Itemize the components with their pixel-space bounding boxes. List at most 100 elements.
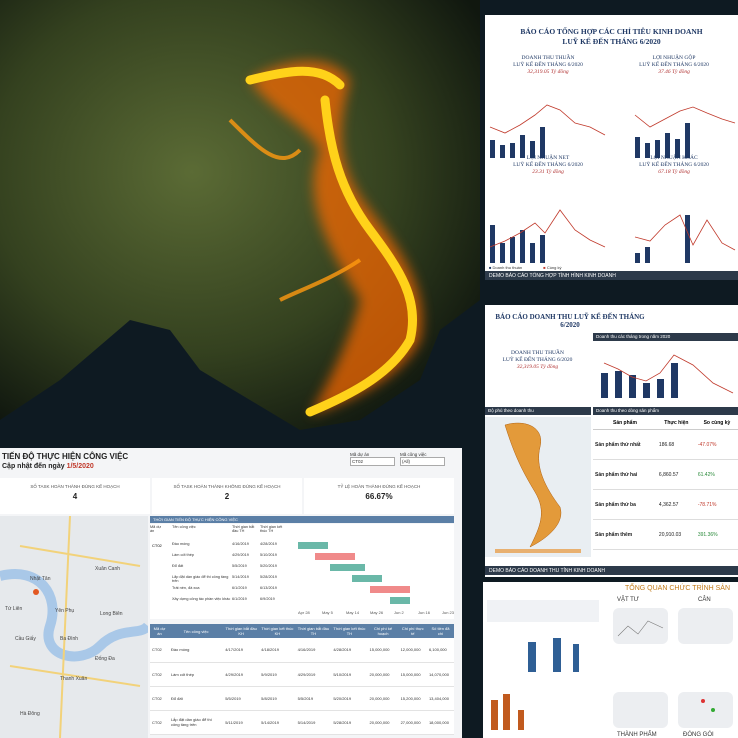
table-cell: 15,000,000: [367, 638, 399, 663]
kpi: LỢI NHUẬN GỘP LUỸ KẾ ĐẾN THÁNG 6/2020 37.4…: [611, 55, 737, 76]
table-cell: 5/28/2019: [331, 710, 368, 735]
kpi-label: DOANH THU THUẦN: [511, 350, 564, 356]
table-cell: -47.07%: [695, 429, 738, 460]
gantt-title: THỜI GIAN TIẾN ĐỘ THỰC HIỆN CÔNG VIỆC: [150, 516, 454, 523]
map-label: Long Biên: [100, 611, 123, 617]
kpi: LỢI NHUẬN NET LUỸ KẾ ĐẾN THÁNG 6/2020 23.3…: [485, 155, 611, 176]
updated-label: Cập nhật đến ngày: [2, 463, 65, 470]
kpi-label: LỢI NHUẬN NET: [526, 155, 570, 161]
header-row: Mã dự án Tên công việc Thời gian bắt đầu K…: [150, 624, 454, 638]
kpi-card: SỐ TASK HOÀN THÀNH ĐÚNG KẾ HOẠCH 4: [0, 478, 150, 514]
table-cell: Đào móng: [168, 638, 224, 663]
gantt-axis-label: May 14: [346, 610, 360, 615]
kpi-value: 67.18 Tỷ đồng: [658, 169, 690, 175]
kpi-period: LUỸ KẾ ĐẾN THÁNG 6/2020: [502, 357, 573, 363]
filter-value[interactable]: CT02: [350, 457, 395, 466]
gantt-cell: 5/5/2019: [232, 564, 247, 568]
kpi-label: TỶ LỆ HOÀN THÀNH ĐÚNG KẾ HOẠCH: [337, 484, 421, 489]
project-code: CT02: [152, 543, 162, 548]
summary-legend: ■ Doanh thu thuần ■ Cùng kỳ: [489, 265, 562, 270]
mini-dashboard: [483, 582, 603, 738]
gantt-header: Thời gian bắt đầu TH: [232, 525, 255, 533]
kpi-period: LUỸ KẾ ĐẾN THÁNG 6/2020: [639, 162, 709, 168]
table-cell: 20,000,000: [367, 710, 399, 735]
table-cell: CT02: [150, 638, 169, 663]
table-cell: 5/9/2019: [259, 662, 296, 687]
table-cell: 27,000,000: [398, 710, 427, 735]
table-cell: Sản phẩm thứ nhất: [593, 429, 657, 460]
table-cell: 20,000,000: [367, 686, 399, 711]
table-row: Sản phẩm thứ nhất 186.68 -47.07%: [593, 429, 738, 460]
table-cell: 4/18/2019: [259, 638, 296, 663]
table-title: Doanh thu theo dòng sản phẩm: [593, 407, 738, 415]
kpi-value: 32,319.05 Tỷ đồng: [516, 364, 559, 370]
gantt-cell: Xây dựng công tác phần việc khác: [172, 597, 231, 601]
detail-table: Mã dự án Tên công việc Thời gian bắt đầu K…: [150, 624, 454, 735]
kpi-value: 37.46 Tỷ đồng: [658, 69, 690, 75]
kpi-period: LUỸ KẾ ĐẾN THÁNG 6/2020: [639, 62, 709, 68]
table-row: CT02 Đổ đất 5/5/2019 5/8/2019 5/5/2019 5/20/2…: [150, 686, 454, 711]
legend-item: Cùng kỳ: [546, 265, 562, 270]
updated: Cập nhật đến ngày 1/5/2020: [2, 463, 94, 470]
kpi-value: 4: [72, 492, 78, 501]
section-label: ĐÓNG GÓI: [683, 732, 714, 738]
gantt-cell: Lắp đặt dàn giáo để thi công tầng trên: [172, 575, 229, 583]
table-cell: 186.68: [656, 429, 696, 460]
header-cell: So cùng kỳ: [695, 417, 738, 430]
table-cell: 4/29/2019: [295, 662, 332, 687]
gantt-axis-label: Jun 16: [418, 610, 431, 615]
product-table: Sản phẩm Thực hiện So cùng kỳ Sản phẩm thứ …: [593, 417, 738, 550]
table-cell: 20,000,000: [367, 662, 399, 687]
gantt-cell: 6/9/2019: [260, 597, 275, 601]
section-label: THÀNH PHẨM: [617, 732, 657, 738]
title: BÁO CÁO TỔNG HỢP CÁC CHỈ TIÊU KINH DOANH: [520, 27, 703, 36]
header-row: Sản phẩm Thực hiện So cùng kỳ: [593, 417, 738, 430]
kpi-label: LỢI NHUẬN GỘP: [652, 55, 696, 61]
gantt-cell: 4/28/2019: [260, 542, 277, 546]
table-cell: 20,910.03: [656, 519, 696, 550]
filter: Mã dự án CT02: [350, 452, 395, 466]
gantt-cell: 6/1/2019: [232, 597, 247, 601]
title: BÁO CÁO DOANH THU LUỸ KẾ ĐẾN THÁNG 6/202…: [495, 313, 645, 329]
revenue-chart: [601, 354, 734, 398]
header-cell: Chi phí thực tế: [401, 626, 424, 636]
table-cell: 12,000,000: [398, 638, 427, 663]
production-panel: TỔNG QUAN CHỨC TRÌNH SẢN VẬT TƯ CÂN THÀN…: [603, 582, 738, 738]
table-cell: Lắp đặt dàn giáo để thi công tầng trên: [168, 710, 224, 735]
table-cell: 5/14/2019: [259, 710, 296, 735]
filter-label: Mã dự án: [350, 452, 370, 457]
section-label: VẬT TƯ: [617, 597, 639, 603]
kpi-value: 66.67%: [365, 492, 393, 501]
kpi-label: SỐ TASK HOÀN THÀNH ĐÚNG KẾ HOẠCH: [30, 484, 120, 489]
header-cell: Thời gian kết thúc TH: [333, 626, 366, 636]
header-cell: Số tiền đã chi: [431, 626, 450, 636]
map-label: Thanh Xuân: [60, 676, 88, 682]
table-cell: 5/10/2019: [331, 662, 368, 687]
map-label: Hà Đông: [20, 711, 40, 717]
table-row: Sản phẩm thứ ba 4,362.57 -78.71%: [593, 489, 738, 520]
map-label: Đống Đa: [95, 656, 115, 662]
subtitle: LUỸ KẾ ĐẾN THÁNG 6/2020: [562, 37, 661, 46]
filter-value[interactable]: (All): [400, 457, 445, 466]
table-cell: Làm cốt thép: [168, 662, 224, 687]
revenue-panel: BÁO CÁO DOANH THU LUỸ KẾ ĐẾN THÁNG 6/202…: [485, 305, 738, 577]
gantt-bar: [315, 553, 355, 560]
production-cards: [613, 608, 733, 728]
mini-charts: [487, 600, 599, 730]
table-cell: 6,860.57: [656, 459, 696, 490]
table-row: CT02 Làm cốt thép 4/29/2019 5/9/2019 4/29/20…: [150, 662, 454, 687]
gantt-bar: [390, 597, 410, 604]
summary-panel: BÁO CÁO TỔNG HỢP CÁC CHỈ TIÊU KINH DOANH…: [485, 15, 738, 271]
table-cell: Sản phẩm thêm: [593, 519, 657, 550]
gantt-cell: 5/10/2019: [260, 553, 277, 557]
coverage-map: [485, 417, 591, 557]
gantt-bar: [330, 564, 365, 571]
kpi-period: LUỸ KẾ ĐẾN THÁNG 6/2020: [513, 162, 583, 168]
table-row: Sản phẩm thêm 20,910.03 391.36%: [593, 519, 738, 550]
table-cell: -78.71%: [695, 489, 738, 520]
map-label: Yên Phụ: [55, 608, 75, 614]
gantt-cell: 6/13/2019: [260, 586, 277, 590]
gantt-header: Mã dự án: [150, 525, 161, 533]
map-label: Ba Đình: [60, 636, 79, 642]
